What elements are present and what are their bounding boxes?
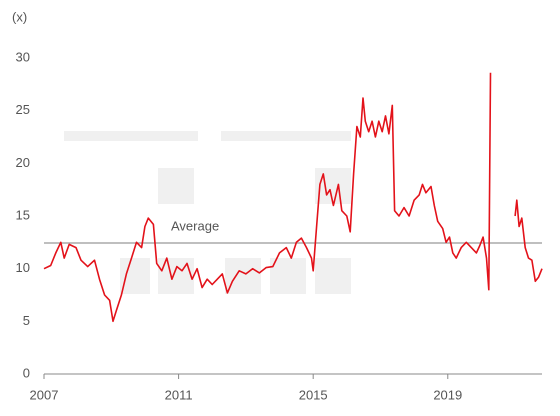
y-tick-label: 5	[23, 313, 30, 328]
x-tick-label: 2019	[433, 387, 462, 402]
x-tick-label: 2007	[30, 387, 59, 402]
y-tick-label: 20	[16, 155, 30, 170]
y-tick-label: 30	[16, 49, 30, 64]
y-axis-label: (x)	[12, 9, 27, 24]
y-tick-label: 0	[23, 365, 30, 380]
background-decoration	[64, 131, 351, 294]
y-tick-label: 25	[16, 102, 30, 117]
data-line	[43, 72, 543, 323]
x-tick-label: 2015	[299, 387, 328, 402]
x-tick-label: 2011	[165, 387, 193, 402]
y-tick-label: 15	[16, 207, 30, 222]
average-label: Average	[171, 218, 219, 233]
y-tick-label: 10	[16, 260, 30, 275]
